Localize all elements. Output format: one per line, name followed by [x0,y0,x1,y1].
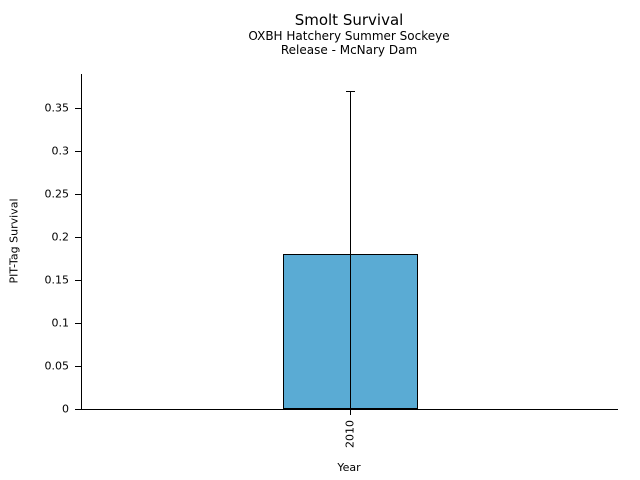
chart-subtitle-line2: Release - McNary Dam [280,43,418,57]
error-bar-line [349,91,351,409]
y-tick-mark [75,365,81,367]
y-tick-label: 0.2 [51,230,70,244]
y-tick-label: 0.05 [44,359,70,373]
chart-title: Smolt Survival [294,11,404,29]
y-tick-mark [75,150,81,152]
y-tick-label: 0 [62,402,69,416]
y-tick-mark [75,408,81,410]
y-tick-mark [75,279,81,281]
y-tick-label: 0.25 [44,187,70,201]
x-tick-label: 2010 [343,420,357,448]
chart-subtitle-line1: OXBH Hatchery Summer Sockeye [248,29,450,43]
y-tick-mark [75,322,81,324]
y-tick-label: 0.35 [44,101,70,115]
plot-area: 0 0.05 0.1 0.15 0.2 0.25 0.3 0.35 2010 [45,74,618,448]
error-bar-cap [345,90,355,92]
y-axis-label: PIT-Tag Survival [7,198,21,284]
y-tick-mark [75,107,81,109]
x-tick-mark [349,410,351,415]
x-axis-label: Year [337,461,361,474]
y-tick-label: 0.15 [44,273,70,287]
y-tick-label: 0.3 [51,144,70,158]
y-tick-mark [75,193,81,195]
y-tick-label: 0.1 [51,316,70,330]
y-tick-mark [75,236,81,238]
